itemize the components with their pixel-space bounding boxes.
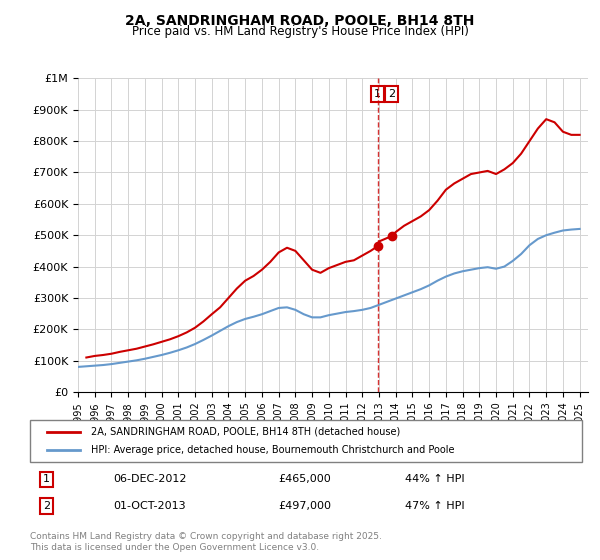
- Text: Price paid vs. HM Land Registry's House Price Index (HPI): Price paid vs. HM Land Registry's House …: [131, 25, 469, 38]
- Text: 2A, SANDRINGHAM ROAD, POOLE, BH14 8TH: 2A, SANDRINGHAM ROAD, POOLE, BH14 8TH: [125, 14, 475, 28]
- Text: 44% ↑ HPI: 44% ↑ HPI: [406, 474, 465, 484]
- Text: Contains HM Land Registry data © Crown copyright and database right 2025.
This d: Contains HM Land Registry data © Crown c…: [30, 532, 382, 552]
- Text: 01-OCT-2013: 01-OCT-2013: [113, 501, 185, 511]
- Text: 1: 1: [43, 474, 50, 484]
- Text: 2A, SANDRINGHAM ROAD, POOLE, BH14 8TH (detached house): 2A, SANDRINGHAM ROAD, POOLE, BH14 8TH (d…: [91, 427, 400, 437]
- FancyBboxPatch shape: [30, 420, 582, 462]
- Text: 47% ↑ HPI: 47% ↑ HPI: [406, 501, 465, 511]
- Text: 1: 1: [374, 89, 381, 99]
- Text: £465,000: £465,000: [278, 474, 331, 484]
- Text: £497,000: £497,000: [278, 501, 331, 511]
- Text: 2: 2: [388, 89, 395, 99]
- Text: 06-DEC-2012: 06-DEC-2012: [113, 474, 187, 484]
- Text: HPI: Average price, detached house, Bournemouth Christchurch and Poole: HPI: Average price, detached house, Bour…: [91, 445, 454, 455]
- Text: 2: 2: [43, 501, 50, 511]
